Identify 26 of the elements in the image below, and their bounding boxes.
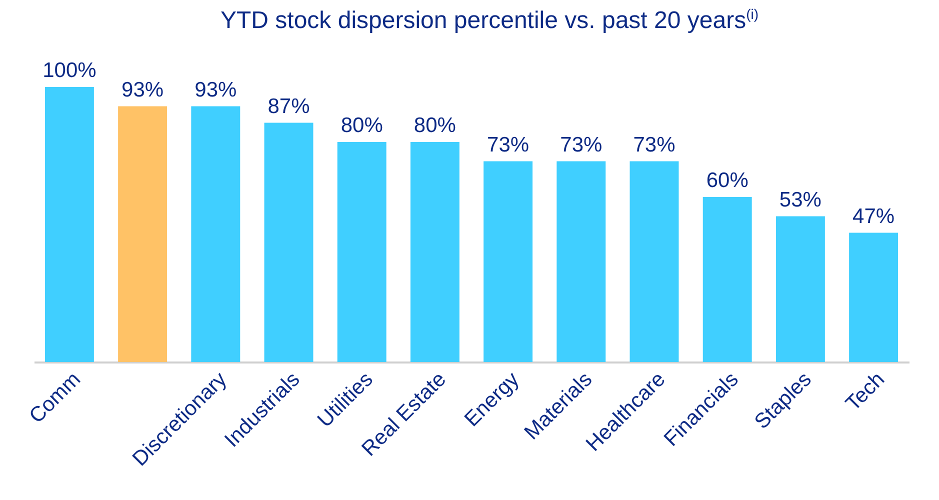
data-label: 47% (852, 204, 895, 228)
bar (191, 106, 240, 362)
bar (118, 106, 168, 362)
bar (849, 232, 898, 362)
bar (630, 161, 679, 362)
data-label: 100% (42, 59, 96, 82)
bar (702, 197, 752, 362)
data-label: 93% (194, 78, 237, 102)
bar (337, 142, 386, 362)
data-label: 87% (268, 94, 310, 118)
chart-title: YTD stock dispersion percentile vs. past 20 years$^{(i)}$ (220, 5, 760, 36)
x-tick-label: Tech (841, 368, 890, 416)
bar (264, 122, 314, 362)
data-label: 93% (122, 78, 164, 102)
data-label: 80% (414, 114, 456, 137)
bar (44, 87, 94, 362)
data-label: 73% (633, 133, 676, 156)
bar (556, 161, 606, 362)
data-label: 60% (706, 169, 748, 192)
bar (484, 161, 533, 362)
data-label: 73% (487, 133, 530, 156)
data-label: 80% (340, 114, 383, 137)
data-label: 53% (779, 188, 822, 212)
data-label: 73% (560, 133, 602, 156)
bar (410, 142, 460, 362)
bar (776, 216, 825, 362)
